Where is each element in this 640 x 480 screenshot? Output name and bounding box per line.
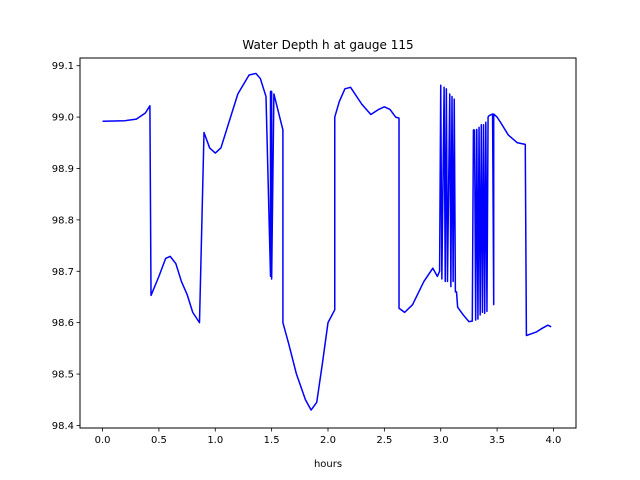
y-tick-label: 98.4 bbox=[52, 421, 74, 432]
y-tick-label: 99.1 bbox=[52, 61, 74, 72]
x-axis: 0.0 0.5 1.0 1.5 2.0 2.5 3.0 3.5 4.0 bbox=[95, 428, 562, 446]
x-tick-label: 3.5 bbox=[489, 435, 505, 446]
y-tick-label: 98.5 bbox=[52, 370, 74, 381]
y-tick-label: 98.9 bbox=[52, 164, 74, 175]
y-tick-label: 98.6 bbox=[52, 318, 74, 329]
y-tick-label: 99.0 bbox=[52, 113, 74, 124]
chart-title: Water Depth h at gauge 115 bbox=[242, 38, 413, 52]
plot-area bbox=[102, 72, 552, 411]
x-tick-label: 2.5 bbox=[376, 435, 392, 446]
x-tick-label: 3.0 bbox=[433, 435, 449, 446]
x-tick-label: 2.0 bbox=[320, 435, 336, 446]
x-tick-label: 4.0 bbox=[546, 435, 562, 446]
y-tick-label: 98.7 bbox=[52, 267, 74, 278]
y-axis: 98.4 98.5 98.6 98.7 98.8 98.9 99.0 99.1 bbox=[52, 61, 80, 432]
x-tick-label: 1.0 bbox=[207, 435, 223, 446]
x-tick-label: 0.5 bbox=[151, 435, 167, 446]
x-tick-label: 0.0 bbox=[95, 435, 111, 446]
x-axis-label: hours bbox=[314, 459, 342, 470]
series-line-0 bbox=[102, 72, 552, 411]
y-tick-label: 98.8 bbox=[52, 215, 74, 226]
plot-frame bbox=[79, 57, 577, 429]
x-tick-label: 1.5 bbox=[264, 435, 280, 446]
